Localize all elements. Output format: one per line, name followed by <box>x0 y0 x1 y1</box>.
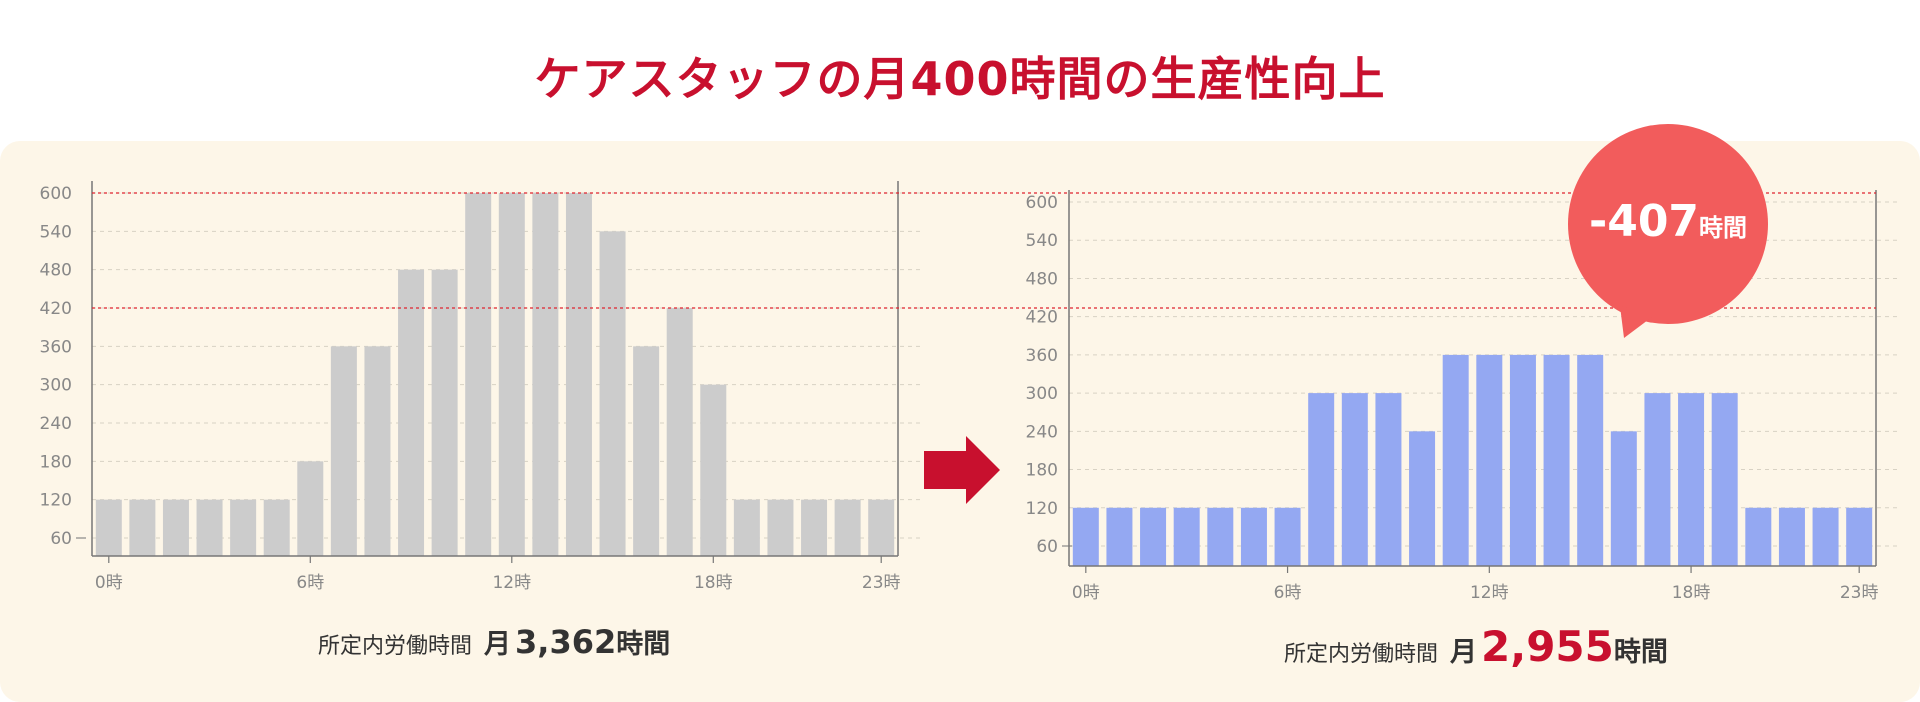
reduction-badge <box>1568 124 1768 324</box>
bar-15時 <box>599 231 626 557</box>
y-tick-label: 60 <box>1036 537 1058 557</box>
reduction-value: -407 <box>1588 196 1700 247</box>
x-tick-label: 18時 <box>694 573 733 593</box>
bar-6時 <box>297 461 324 556</box>
bar-2時 <box>1140 507 1167 566</box>
bar-4時 <box>1207 507 1234 566</box>
after-total-unit: 時間 <box>1613 637 1668 668</box>
bar-22時 <box>834 499 861 556</box>
reduction-badge-text: -407時間 <box>1568 196 1768 247</box>
y-tick-label: 600 <box>40 184 72 204</box>
bar-20時 <box>1745 507 1772 566</box>
bar-15時 <box>1577 354 1604 566</box>
x-tick-label: 0時 <box>95 573 123 593</box>
y-tick-label: 300 <box>1026 384 1058 404</box>
bar-3時 <box>1173 507 1200 566</box>
y-tick-label: 120 <box>1026 499 1058 519</box>
bar-13時 <box>532 193 559 556</box>
bar-8時 <box>364 346 391 556</box>
bar-20時 <box>767 499 794 556</box>
bar-5時 <box>1240 507 1267 566</box>
y-tick-label: 360 <box>40 337 72 357</box>
y-tick-label: 120 <box>40 491 72 511</box>
bar-2時 <box>162 499 189 556</box>
bar-12時 <box>498 193 525 556</box>
bar-9時 <box>1375 393 1402 566</box>
y-tick-label: 180 <box>1026 461 1058 481</box>
page-title: ケアスタッフの月400時間の生産性向上 <box>534 52 1386 106</box>
y-tick-label: 420 <box>1026 308 1058 328</box>
bar-1時 <box>1106 507 1133 566</box>
bar-9時 <box>398 269 425 556</box>
after-total-value: 2,955 <box>1481 622 1614 671</box>
bar-5時 <box>263 499 290 556</box>
bar-23時 <box>1846 507 1873 566</box>
reduction-badge-tail <box>1620 306 1656 338</box>
bar-16時 <box>1610 431 1637 566</box>
after-chart: 60 120 180 240 300 360 420 480 540 600 0時 6時 12時 18時 2… <box>1026 190 1900 603</box>
x-tick-label: 12時 <box>492 573 531 593</box>
after-total-month: 月 <box>1450 637 1478 668</box>
bar-14時 <box>565 193 592 556</box>
x-tick-label: 18時 <box>1672 583 1711 603</box>
x-tick-label: 0時 <box>1072 583 1100 603</box>
y-tick-label: 540 <box>1026 231 1058 251</box>
y-tick-label: 360 <box>1026 346 1058 366</box>
bar-17時 <box>666 308 693 556</box>
bar-7時 <box>1308 393 1335 566</box>
bar-22時 <box>1812 507 1839 566</box>
before-total-month: 月 <box>484 629 512 660</box>
bar-6時 <box>1274 507 1301 566</box>
bar-0時 <box>1072 507 1099 566</box>
y-tick-label: 240 <box>40 414 72 434</box>
x-tick-label: 23時 <box>1840 583 1879 603</box>
y-tick-label: 600 <box>1026 193 1058 213</box>
reduction-unit: 時間 <box>1699 214 1748 242</box>
bar-19時 <box>733 499 760 556</box>
x-tick-label: 12時 <box>1470 583 1509 603</box>
bar-10時 <box>431 269 458 556</box>
bar-17時 <box>1644 393 1671 566</box>
bar-18時 <box>700 384 727 556</box>
bar-8時 <box>1341 393 1368 566</box>
bar-10時 <box>1409 431 1436 566</box>
bar-7時 <box>330 346 357 556</box>
bar-21時 <box>801 499 828 556</box>
bar-0時 <box>95 499 122 556</box>
bar-16時 <box>633 346 660 556</box>
bar-4時 <box>230 499 257 556</box>
before-total-label: 所定内労働時間 <box>318 634 473 659</box>
y-tick-label: 540 <box>40 222 72 242</box>
before-total-unit: 時間 <box>616 629 671 660</box>
bar-3時 <box>196 499 223 556</box>
y-tick-label: 180 <box>40 452 72 472</box>
bar-13時 <box>1509 354 1536 566</box>
bar-21時 <box>1778 507 1805 566</box>
y-tick-label: 420 <box>40 299 72 319</box>
before-total-value: 3,362 <box>515 623 617 661</box>
before-chart: 60 120 180 240 300 360 420 480 540 600 0時 6時 12時 18時 2… <box>40 181 920 593</box>
bar-19時 <box>1711 393 1738 566</box>
y-tick-label: 480 <box>1026 269 1058 289</box>
x-tick-label: 23時 <box>862 573 901 593</box>
bar-11時 <box>465 193 492 556</box>
bar-14時 <box>1543 354 1570 566</box>
x-tick-label: 6時 <box>1274 583 1302 603</box>
x-tick-label: 6時 <box>296 573 324 593</box>
bar-18時 <box>1678 393 1705 566</box>
before-total: 所定内労働時間 月 3,362 時間 <box>318 622 670 672</box>
after-total-label: 所定内労働時間 <box>1284 642 1439 667</box>
right-arrow-icon <box>924 436 1000 504</box>
bar-11時 <box>1442 354 1469 566</box>
y-tick-label: 240 <box>1026 422 1058 442</box>
after-total: 所定内労働時間 月 2,955 時間 <box>1284 622 1668 672</box>
bar-12時 <box>1476 354 1503 566</box>
bar-23時 <box>868 499 895 556</box>
y-tick-label: 300 <box>40 376 72 396</box>
y-tick-label: 60 <box>50 529 72 549</box>
bar-1時 <box>129 499 156 556</box>
y-tick-label: 480 <box>40 261 72 281</box>
